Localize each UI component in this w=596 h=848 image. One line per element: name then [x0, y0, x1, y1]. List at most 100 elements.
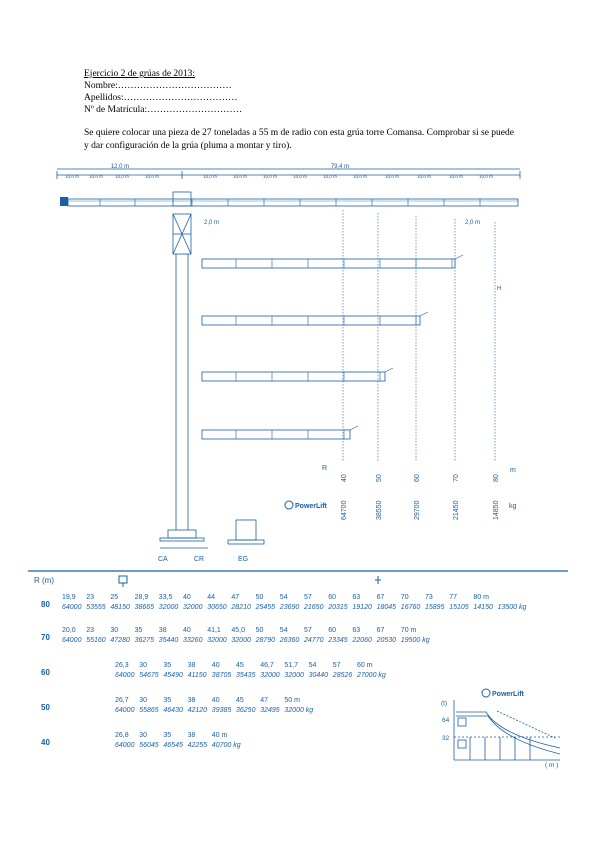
min-radius: 2,0 m	[204, 220, 219, 226]
radius-cell: 40	[212, 662, 220, 669]
radius-cell: 60	[328, 594, 336, 601]
radius-columns: 40 64700 50 38550 60 29700 70 21450 80 14850	[341, 474, 500, 520]
radius-cell: 23	[86, 594, 94, 601]
segment-label: 10,0 m	[203, 174, 217, 179]
load-cell: 26360	[279, 637, 300, 644]
radius-cell: 50	[256, 627, 264, 634]
radius-cell: 28,9	[135, 594, 149, 601]
load-cell: 28210	[230, 604, 251, 611]
radius-cell: 80 m	[473, 594, 489, 601]
load-cell: 22060	[351, 637, 372, 644]
load-cell: 32000	[207, 637, 227, 644]
load-cell: 46545	[163, 742, 183, 749]
inset-t: (t)	[441, 700, 447, 707]
radius-cell: 26,3	[115, 662, 129, 669]
table-row: 60 26,3 30 35 38 40 45 46,7 51,7 54 57 60 m 64000 546…	[41, 662, 386, 679]
radius-cell: 46,7	[260, 662, 274, 669]
radius-cell: 30	[139, 662, 147, 669]
load-cell: 32000 kg	[284, 707, 313, 714]
radius-cell: 30	[110, 627, 118, 634]
radius-cell: 38	[188, 662, 196, 669]
crane-base	[160, 519, 265, 549]
load-cell: 35435	[236, 672, 256, 679]
segment-label: 10,0 m	[233, 174, 247, 179]
table-row: 80 19,9 23 25 28,9 33,5 40 44 47 50 54 57 60 63 67 70 73…	[41, 594, 527, 611]
load-cell: 38705	[212, 672, 232, 679]
radius-cell: 30	[139, 697, 147, 704]
jib-length: 40	[41, 738, 50, 747]
load-cell: 55160	[86, 637, 106, 644]
table-row: 40 26,8 30 35 38 40 m 64000 56045 46545 42255 4070…	[41, 732, 241, 749]
radius-cell: 50 m	[284, 697, 300, 704]
segment-label: 10,0 m	[65, 174, 79, 179]
alternate-jib	[201, 425, 359, 440]
radius-cell: 38	[188, 732, 196, 739]
load-cell: 21650	[303, 604, 324, 611]
segment-label: 10,0 m	[479, 174, 493, 179]
radius-cell: 25	[110, 594, 118, 601]
radius-cell: 20,0	[62, 627, 76, 634]
segment-label: 10,0 m	[417, 174, 431, 179]
radius-cell: 50	[256, 594, 264, 601]
col-radius: 60	[414, 474, 421, 482]
min-radius-right: 2,0 m	[465, 220, 480, 226]
radius-cell: 35	[135, 627, 143, 634]
tower-mast	[159, 191, 205, 542]
radius-cell: 23	[86, 627, 94, 634]
radius-cell: 54	[280, 627, 288, 634]
col-unit-kg: kg	[509, 503, 517, 510]
radius-cell: 30	[139, 732, 147, 739]
radius-col-label: R	[322, 465, 327, 472]
radius-cell: 70 m	[401, 627, 417, 634]
radius-cell: 47	[231, 594, 239, 601]
problem-statement: Se quiere colocar una pieza de 27 tonela…	[84, 128, 514, 151]
load-cell: 23345	[327, 637, 348, 644]
radius-cell: 67	[377, 627, 385, 634]
load-cell: 18045	[377, 604, 397, 611]
radius-cell: 57	[304, 594, 312, 601]
dimension-lines	[56, 168, 521, 179]
col-unit-m: m	[510, 467, 516, 474]
powerlift-logo: PowerLift	[284, 500, 328, 510]
dim-left: 12,0 m	[111, 164, 129, 170]
load-cell: 45490	[163, 672, 183, 679]
segment-label: 10,0 m	[263, 174, 277, 179]
jib-length: 60	[41, 668, 50, 677]
main-jib	[60, 197, 519, 207]
load-cell: 42120	[188, 707, 208, 714]
load-cell: 41150	[188, 672, 207, 679]
load-cell: 33260	[183, 637, 203, 644]
radius-cell: 40	[183, 627, 191, 634]
load-cell: 55865	[139, 707, 159, 714]
alternate-jibs	[201, 254, 464, 440]
load-cell: 54675	[139, 672, 159, 679]
radius-cell: 70	[401, 594, 409, 601]
load-cell: 36250	[236, 707, 256, 714]
load-cell: 64000	[115, 707, 135, 714]
load-cell: 19120	[352, 604, 372, 611]
load-cell: 25455	[255, 604, 276, 611]
col-load: 29700	[414, 500, 421, 520]
load-cell: 24770	[303, 637, 324, 644]
radius-cell: 26,7	[115, 697, 129, 704]
load-cell: 32000	[260, 672, 280, 679]
dim-right: 79,4 m	[331, 164, 349, 170]
hook-icon	[375, 576, 381, 584]
col-load: 21450	[453, 500, 460, 520]
base-label-eg: EG	[238, 556, 248, 563]
segment-labels: 10,0 m 10,0 m 10,0 m 10,0 m 10,0 m 10,0 m 10,0…	[65, 174, 493, 179]
radius-cell: 57	[304, 627, 312, 634]
load-cell: 38665	[135, 604, 155, 611]
load-cell: 13500 kg	[498, 604, 527, 611]
height-label: H	[497, 286, 501, 292]
load-cell: 64000	[115, 742, 135, 749]
radius-cell: 35	[163, 697, 171, 704]
load-cell: 16760	[401, 604, 421, 611]
load-cell: 32000	[284, 672, 304, 679]
surname-line: Apellidos:………………………………	[84, 93, 238, 103]
load-cell: 30650	[207, 604, 227, 611]
load-cell: 15895	[425, 604, 445, 611]
inset-brand: PowerLift	[492, 691, 525, 698]
col-radius: 80	[493, 474, 500, 482]
load-cell: 39385	[212, 707, 232, 714]
